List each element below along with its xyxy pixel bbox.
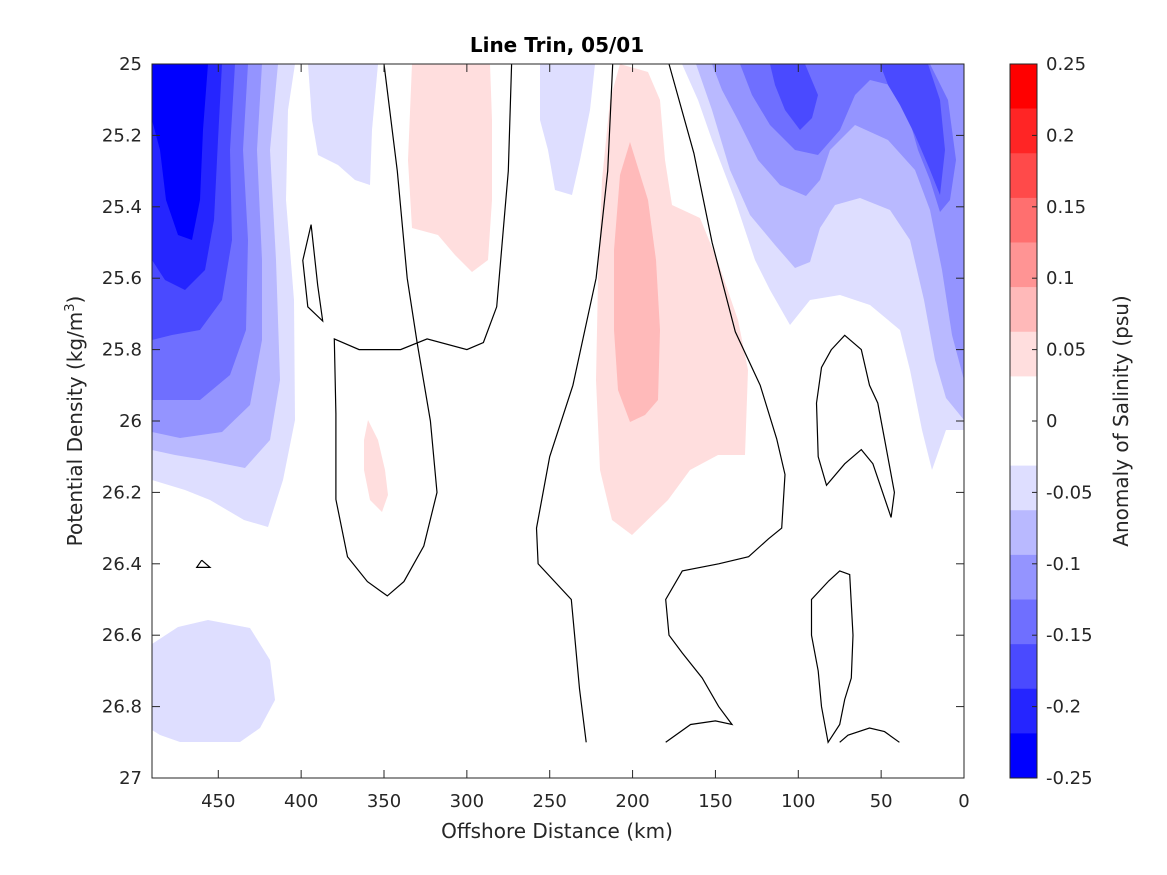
- colorbar-segment: [1010, 153, 1037, 199]
- zero-contour-line: [302, 224, 324, 323]
- colorbar-tick-label: 0.2: [1046, 125, 1075, 146]
- x-tick-label: 400: [284, 791, 318, 812]
- colorbar-segment: [1010, 465, 1037, 511]
- colorbar-segment: [1010, 331, 1037, 377]
- zero-contour-line: [333, 63, 513, 597]
- colorbar-tick-label: 0.15: [1046, 197, 1086, 218]
- y-tick-label: 26.6: [102, 625, 142, 646]
- colorbar-tick-label: -0.25: [1046, 768, 1093, 789]
- plot-area: [151, 63, 965, 779]
- x-tick-label: 50: [870, 791, 893, 812]
- colorbar-segment: [1010, 242, 1037, 288]
- x-tick-label: 0: [958, 791, 969, 812]
- y-axis-label: Potential Density (kg/m3): [63, 296, 87, 547]
- y-tick-label: 25: [119, 54, 142, 75]
- colorbar-tick-label: -0.1: [1046, 554, 1081, 575]
- x-tick-label: 100: [781, 791, 815, 812]
- colorbar-segment: [1010, 733, 1037, 779]
- y-axis-label-main: Potential Density (kg/m: [63, 312, 87, 547]
- x-axis-label: Offshore Distance (km): [441, 819, 673, 843]
- colorbar-tick-labels: 0.25 0.2 0.15 0.1 0.05 0 -0.05 -0.1 -0.15 -0.2 -0.…: [1046, 54, 1093, 789]
- colorbar-tick-label: -0.2: [1046, 697, 1081, 718]
- x-tick-label: 250: [533, 791, 567, 812]
- y-tick-label: 25.8: [102, 340, 142, 361]
- x-tick-label: 350: [367, 791, 401, 812]
- tick-marks: [152, 63, 965, 779]
- zero-contour-line: [195, 559, 212, 569]
- chart-title: Line Trin, 05/01: [470, 33, 644, 57]
- anomaly-region-eastern-neg: [712, 64, 964, 380]
- x-tick-labels: 450 400 350 300 250 200 150 100 50 0: [201, 791, 970, 812]
- colorbar-segment: [1010, 510, 1037, 556]
- colorbar-tick-label: -0.05: [1046, 482, 1093, 503]
- zero-contour-line: [535, 63, 614, 743]
- x-tick-label: 200: [615, 791, 649, 812]
- colorbar-label: Anomaly of Salinity (psu): [1109, 295, 1133, 546]
- colorbar-segment: [1010, 644, 1037, 690]
- colorbar-segment: [1010, 554, 1037, 600]
- colorbar-tick-label: 0: [1046, 411, 1057, 432]
- y-tick-label: 26.4: [102, 554, 142, 575]
- zero-contour-line: [810, 570, 854, 744]
- colorbar-tick-label: 0.25: [1046, 54, 1086, 75]
- anomaly-region-eastern-neg: [880, 64, 945, 195]
- anomaly-region-neg-240: [540, 64, 595, 195]
- colorbar-segment: [1010, 108, 1037, 154]
- anomaly-region-eastern-neg: [770, 64, 818, 130]
- y-tick-label: 26: [119, 411, 142, 432]
- y-tick-label: 25.2: [102, 125, 142, 146]
- y-tick-label: 25.6: [102, 268, 142, 289]
- y-tick-label: 26.2: [102, 482, 142, 503]
- anomaly-region-pos-355: [364, 420, 388, 512]
- colorbar-segment: [1010, 688, 1037, 734]
- y-tick-labels: 25 25.2 25.4 25.6 25.8 26 26.2 26.4 26.6 26.8 27: [102, 54, 142, 789]
- y-tick-label: 27: [119, 768, 142, 789]
- anomaly-region-pos-310: [408, 64, 492, 272]
- anomaly-region-neg-330: [308, 64, 378, 185]
- x-tick-label: 150: [698, 791, 732, 812]
- colorbar: [1009, 63, 1038, 779]
- anomaly-region-deep-neg: [152, 620, 275, 742]
- colorbar-tick-label: -0.15: [1046, 625, 1093, 646]
- x-tick-label: 450: [201, 791, 235, 812]
- anomaly-region-western-neg: [152, 64, 208, 240]
- y-axis-label-superscript: 3: [63, 303, 78, 311]
- zero-contour-line: [665, 63, 786, 743]
- colorbar-tick-label: 0.1: [1046, 268, 1075, 289]
- x-tick-label: 300: [450, 791, 484, 812]
- anomaly-region-central-pos: [614, 142, 660, 422]
- colorbar-segment: [1010, 287, 1037, 333]
- colorbar-segment: [1010, 421, 1037, 466]
- y-axis-label-end: ): [63, 296, 87, 304]
- colorbar-segment: [1010, 197, 1037, 243]
- colorbar-segment: [1010, 376, 1037, 422]
- zero-contour-line: [815, 334, 896, 518]
- zero-contours: [195, 63, 900, 744]
- y-tick-label: 25.4: [102, 197, 142, 218]
- zero-contour-line: [839, 727, 900, 743]
- colorbar-tick-label: 0.05: [1046, 340, 1086, 361]
- colorbar-segment: [1010, 64, 1037, 109]
- y-tick-label: 26.8: [102, 697, 142, 718]
- colorbar-segment: [1010, 599, 1037, 645]
- anomaly-fills: [152, 64, 964, 742]
